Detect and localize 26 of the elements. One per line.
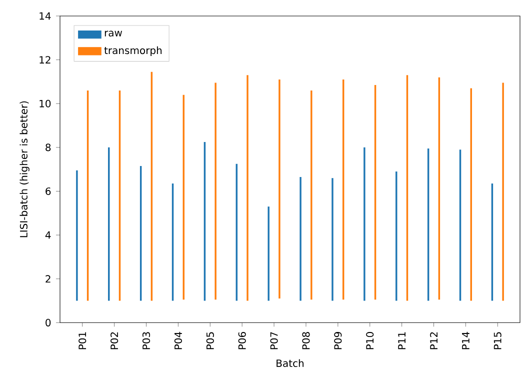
y-tick-label: 10	[40, 100, 51, 108]
x-tick-label: P06	[238, 332, 246, 350]
y-tick-label: 14	[40, 12, 51, 20]
legend-label: transmorph	[104, 46, 162, 56]
x-axis-title: Batch	[276, 359, 304, 368]
y-axis-title: LISI-batch (higher is better)	[20, 101, 30, 238]
legend-label: raw	[104, 30, 122, 37]
x-tick-label: P02	[110, 332, 118, 350]
x-tick-label: P07	[270, 332, 278, 350]
y-tick-label: 8	[46, 144, 51, 152]
x-tick-label: P09	[334, 332, 342, 350]
x-tick-label: P01	[78, 332, 86, 350]
x-tick-label: P11	[398, 332, 406, 350]
x-tick-label: P08	[302, 332, 310, 350]
y-tick-label: 0	[46, 318, 51, 326]
x-tick-label: P05	[206, 332, 214, 350]
x-tick-label: P14	[462, 332, 470, 350]
x-tick-label: P03	[142, 332, 150, 350]
x-tick-label: P12	[430, 332, 438, 350]
y-tick-label: 12	[40, 56, 50, 64]
x-tick-label: P15	[494, 332, 502, 350]
x-tick-label: P10	[366, 332, 374, 350]
x-tick-label: P04	[174, 332, 182, 350]
y-tick-label: 4	[45, 231, 51, 239]
y-tick-label: 2	[46, 275, 50, 283]
y-tick-label: 6	[46, 187, 51, 196]
